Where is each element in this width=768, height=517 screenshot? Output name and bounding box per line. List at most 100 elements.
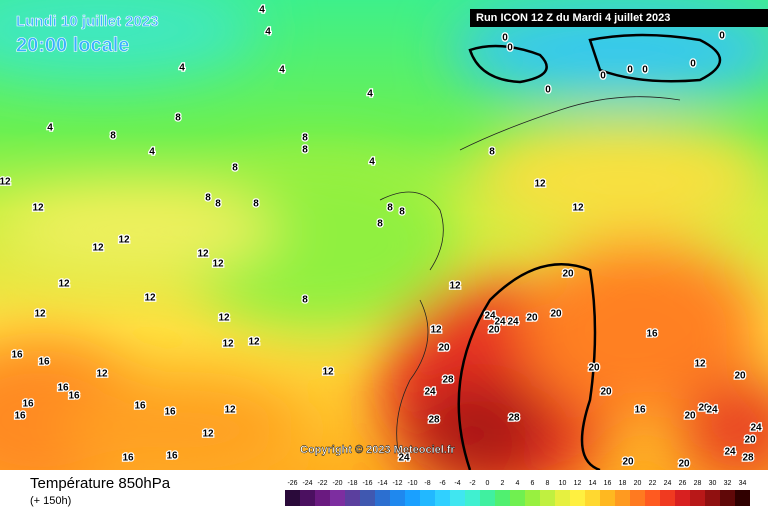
contour-label: 12 — [34, 309, 46, 320]
colorbar-swatch — [315, 490, 330, 506]
colorbar-swatch — [555, 490, 570, 506]
colorbar-swatch — [345, 490, 360, 506]
contour-label: 4 — [259, 5, 265, 16]
contour-label: 20 — [698, 403, 710, 414]
contour-label: 0 — [600, 71, 606, 82]
copyright: Copyright © 2023 Meteociel.fr — [300, 444, 456, 456]
contour-label: 8 — [175, 113, 181, 124]
colorbar-swatch — [330, 490, 345, 506]
colorbar-tick-label: -18 — [347, 480, 357, 487]
colorbar-tick-label: 8 — [546, 480, 550, 487]
contour-label: 16 — [134, 401, 146, 412]
colorbar-tick-label: 18 — [619, 480, 627, 487]
colorbar-swatch — [585, 490, 600, 506]
contour-label: 0 — [627, 65, 633, 76]
contour-label: 24 — [424, 387, 436, 398]
contour-label: 0 — [642, 65, 648, 76]
contour-label: 28 — [508, 413, 520, 424]
contour-label: 20 — [684, 411, 696, 422]
colorbar-swatch — [390, 490, 405, 506]
colorbar-swatch — [480, 490, 495, 506]
contour-label: 16 — [38, 357, 50, 368]
contour-label: 20 — [488, 325, 500, 336]
colorbar-swatch — [570, 490, 585, 506]
contour-label: 12 — [202, 429, 214, 440]
contour-label: 0 — [502, 33, 508, 44]
contour-label: 12 — [0, 177, 11, 188]
contour-label: 16 — [11, 350, 23, 361]
contour-label: 16 — [164, 407, 176, 418]
contour-label: 24 — [484, 311, 496, 322]
colorbar-swatch — [675, 490, 690, 506]
colorbar-tick-label: 28 — [694, 480, 702, 487]
colorbar-tick-label: 2 — [501, 480, 505, 487]
contour-label: 8 — [205, 193, 211, 204]
colorbar-tick-label: 16 — [604, 480, 612, 487]
contour-label: 20 — [622, 457, 634, 468]
forecast-date: Lundi 10 juillet 2023 — [16, 13, 159, 30]
colorbar-swatch — [720, 490, 735, 506]
contour-label: 16 — [122, 453, 134, 464]
contour-label: 20 — [550, 309, 562, 320]
contour-label: 16 — [68, 391, 80, 402]
footer-lead: (+ 150h) — [30, 495, 71, 507]
contour-label: 12 — [224, 405, 236, 416]
colorbar-swatch — [465, 490, 480, 506]
colorbar-tick-label: 20 — [634, 480, 642, 487]
contour-label: 4 — [369, 157, 375, 168]
contour-label: 20 — [600, 387, 612, 398]
contour-label: 4 — [279, 65, 285, 76]
forecast-time: 20:00 locale — [16, 34, 129, 56]
colorbar-swatch — [600, 490, 615, 506]
contour-label: 24 — [507, 317, 519, 328]
contour-label: 12 — [248, 337, 260, 348]
contour-label: 20 — [734, 371, 746, 382]
contour-label: 12 — [694, 359, 706, 370]
contour-label: 8 — [399, 207, 405, 218]
colorbar-tick-label: -12 — [392, 480, 402, 487]
contour-label: 24 — [494, 317, 506, 328]
colorbar-swatch — [435, 490, 450, 506]
contour-label: 20 — [438, 343, 450, 354]
colorbar-tick-label: 22 — [649, 480, 657, 487]
contour-label: 12 — [322, 367, 334, 378]
contour-label: 16 — [57, 383, 69, 394]
colorbar-tick-label: 34 — [739, 480, 747, 487]
footer-title: Température 850hPa — [30, 475, 171, 492]
contour-label: 16 — [166, 451, 178, 462]
contour-label: 12 — [572, 203, 584, 214]
contour-label: 24 — [750, 423, 762, 434]
contour-label: 8 — [215, 199, 221, 210]
colorbar-swatch — [405, 490, 420, 506]
contour-label: 20 — [562, 269, 574, 280]
contour-label: 8 — [387, 203, 393, 214]
contour-label: 4 — [149, 147, 155, 158]
colorbar-swatch — [525, 490, 540, 506]
contour-label: 12 — [534, 179, 546, 190]
contour-label: 28 — [742, 453, 754, 464]
contour-label: 8 — [489, 147, 495, 158]
contour-label: 4 — [47, 123, 53, 134]
contour-label: 0 — [690, 59, 696, 70]
colorbar-swatch — [630, 490, 645, 506]
contour-label: 8 — [232, 163, 238, 174]
contour-label: 12 — [218, 313, 230, 324]
colorbar-swatch — [375, 490, 390, 506]
colorbar-tick-label: 12 — [574, 480, 582, 487]
colorbar-swatch — [450, 490, 465, 506]
colorbar-tick-label: -4 — [454, 480, 460, 487]
colorbar-tick-label: -14 — [377, 480, 387, 487]
colorbar-swatch — [690, 490, 705, 506]
colorbar-tick-label: -16 — [362, 480, 372, 487]
run-info: Run ICON 12 Z du Mardi 4 juillet 2023 — [476, 12, 670, 24]
contour-label: 24 — [706, 405, 718, 416]
contour-label: 8 — [302, 295, 308, 306]
colorbar-tick-label: -22 — [317, 480, 327, 487]
contour-label: 4 — [265, 27, 271, 38]
colorbar-tick-label: -2 — [469, 480, 475, 487]
colorbar-swatch — [285, 490, 300, 506]
contour-label: 16 — [22, 399, 34, 410]
contour-label: 8 — [110, 131, 116, 142]
